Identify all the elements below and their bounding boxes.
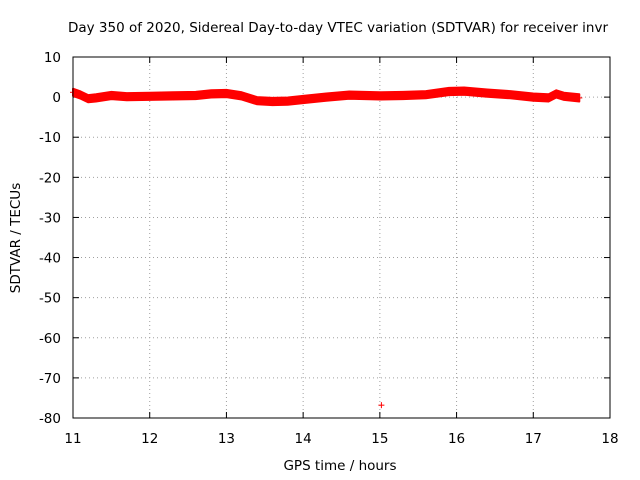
data-point (376, 92, 383, 99)
y-tick-label: -30 (39, 210, 61, 226)
data-point (323, 94, 330, 101)
data-point (422, 91, 429, 98)
data-point (254, 97, 261, 104)
y-tick-label: -60 (39, 331, 61, 347)
data-point (576, 94, 583, 101)
data-point (223, 90, 230, 97)
data-point (530, 94, 537, 101)
data-point (269, 98, 276, 105)
data-point (461, 88, 468, 95)
data-point (553, 90, 560, 97)
x-tick-labels: 11 12 13 14 15 16 17 18 (64, 431, 618, 447)
x-tick-label: 16 (448, 431, 465, 447)
data-point (560, 93, 567, 100)
x-tick-label: 11 (64, 431, 81, 447)
chart-title: Day 350 of 2020, Sidereal Day-to-day VTE… (68, 20, 608, 36)
y-tick-label: 0 (52, 90, 61, 106)
data-point (85, 95, 92, 102)
y-tick-label: -50 (39, 291, 61, 307)
data-point (123, 93, 130, 100)
data-markers (70, 88, 583, 409)
y-tick-label: 10 (44, 50, 61, 66)
data-point (507, 91, 514, 98)
x-tick-label: 15 (371, 431, 388, 447)
y-axis-label: SDTVAR / TECUs (8, 183, 24, 293)
y-tick-label: -20 (39, 170, 61, 186)
x-axis-label: GPS time / hours (283, 458, 396, 474)
x-tick-label: 17 (525, 431, 542, 447)
y-tick-label: -70 (39, 371, 61, 387)
y-tick-label: -40 (39, 251, 61, 267)
data-point (346, 92, 353, 99)
data-point (208, 90, 215, 97)
x-tick-label: 13 (218, 431, 235, 447)
x-tick-label: 14 (295, 431, 312, 447)
x-tick-label: 18 (601, 431, 618, 447)
data-point (146, 93, 153, 100)
data-point (399, 92, 406, 99)
data-point (108, 92, 115, 99)
data-point (300, 96, 307, 103)
x-tick-label: 12 (141, 431, 158, 447)
data-point (484, 90, 491, 97)
data-point (169, 92, 176, 99)
data-point (77, 92, 84, 99)
data-point (545, 94, 552, 101)
data-point (192, 92, 199, 99)
data-point (445, 88, 452, 95)
y-tick-label: -10 (39, 130, 61, 146)
y-tick-label: -80 (39, 411, 61, 427)
data-point (93, 94, 100, 101)
data-point (284, 98, 291, 105)
plot-frame (72, 56, 611, 419)
y-tick-labels: 10 0 -10 -20 -30 -40 -50 -60 -70 -80 (39, 50, 61, 427)
outlier-point (378, 402, 385, 409)
data-point (238, 92, 245, 99)
